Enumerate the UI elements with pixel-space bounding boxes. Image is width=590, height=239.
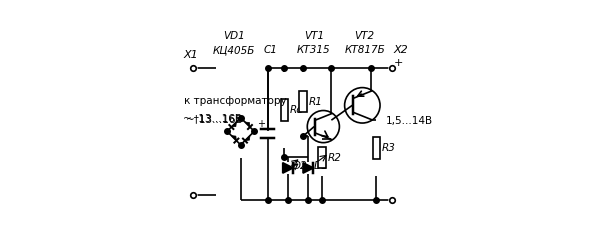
Text: КЦ405Б: КЦ405Б: [212, 45, 255, 55]
Text: КТ817Б: КТ817Б: [345, 45, 385, 55]
Polygon shape: [303, 163, 313, 173]
Polygon shape: [245, 136, 250, 141]
Text: VT1: VT1: [304, 31, 324, 41]
Bar: [373, 137, 381, 159]
Text: VT2: VT2: [355, 31, 375, 41]
Text: ~  13...16В: ~ 13...16В: [183, 114, 242, 124]
Text: КТ315: КТ315: [297, 45, 331, 55]
Circle shape: [345, 88, 380, 123]
Text: VD1: VD1: [222, 31, 244, 41]
Text: +: +: [257, 119, 265, 129]
Text: X1: X1: [183, 50, 198, 60]
Bar: [300, 91, 307, 112]
Text: Rd: Rd: [290, 105, 303, 115]
Text: R2: R2: [327, 153, 341, 163]
Polygon shape: [231, 136, 237, 141]
Bar: [281, 99, 288, 121]
Text: R1: R1: [309, 97, 322, 107]
Polygon shape: [283, 163, 293, 173]
Text: ~†13...16В: ~†13...16В: [186, 114, 244, 124]
Text: C1: C1: [263, 45, 277, 55]
Text: к трансформатору: к трансформатору: [184, 96, 287, 106]
Circle shape: [307, 110, 339, 143]
Text: D2: D2: [293, 161, 308, 171]
Bar: [319, 147, 326, 168]
Text: 1,5...14В: 1,5...14В: [386, 116, 433, 126]
Polygon shape: [231, 122, 237, 127]
Polygon shape: [245, 122, 250, 127]
Text: R3: R3: [382, 143, 395, 153]
Text: Х2: Х2: [393, 45, 408, 55]
Text: +: +: [394, 58, 404, 68]
Text: D1: D1: [313, 161, 328, 171]
